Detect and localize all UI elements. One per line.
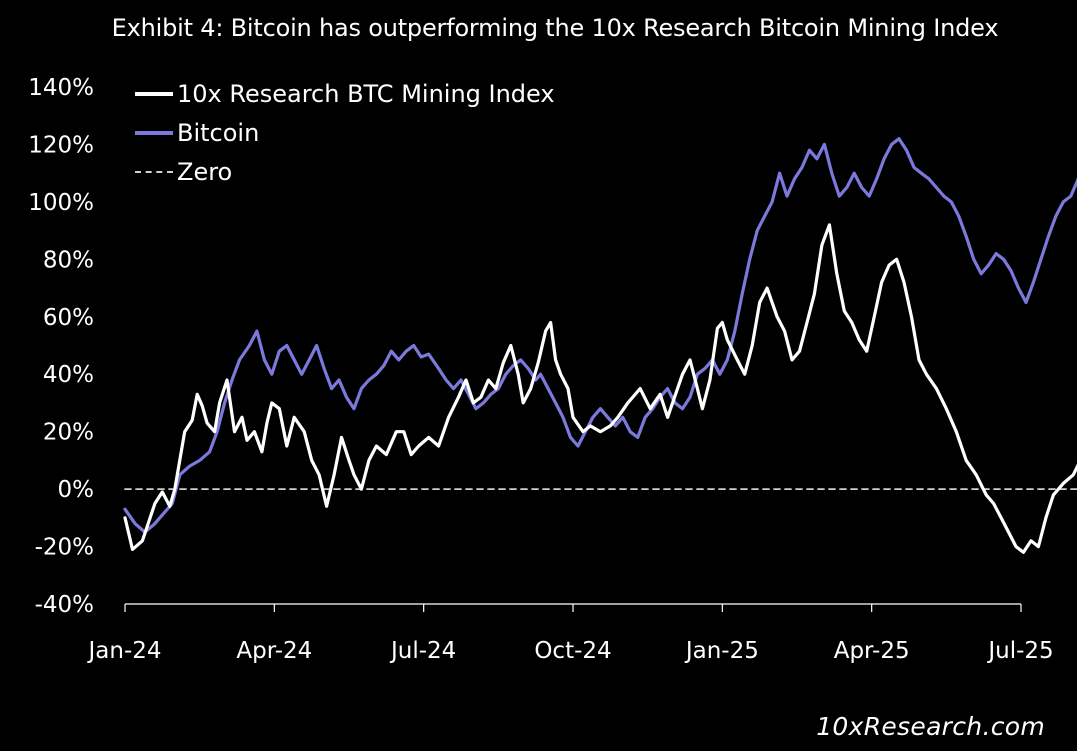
x-tick-label: Jul-24 <box>389 638 456 664</box>
legend: 10x Research BTC Mining Index Bitcoin Ze… <box>135 74 555 191</box>
y-tick-label: 0% <box>58 477 95 503</box>
legend-item-bitcoin[interactable]: Bitcoin <box>135 113 555 152</box>
legend-item-zero[interactable]: Zero <box>135 152 555 191</box>
x-tick-label: Jan-25 <box>684 638 759 664</box>
x-tick-label: Apr-24 <box>236 638 312 664</box>
y-tick-label: 140% <box>28 75 94 101</box>
x-axis: Jan-24 Apr-24 Jul-24 Oct-24 Jan-25 Apr-25 Jul-… <box>86 603 1054 664</box>
legend-label-mining-index: 10x Research BTC Mining Index <box>177 79 555 108</box>
legend-swatch-zero <box>135 170 173 173</box>
bitcoin-series-line <box>123 137 1077 534</box>
y-tick-label: 60% <box>43 305 94 331</box>
legend-swatch-mining-index <box>135 91 173 96</box>
legend-label-zero: Zero <box>177 157 233 186</box>
y-tick-label: -40% <box>35 592 94 618</box>
y-tick-label: 20% <box>43 420 94 446</box>
y-tick-label: 80% <box>43 247 94 273</box>
legend-item-mining-index[interactable]: 10x Research BTC Mining Index <box>135 74 555 113</box>
y-tick-label: 120% <box>28 132 94 158</box>
x-tick-label: Apr-25 <box>834 638 910 664</box>
y-tick-label: 100% <box>28 190 94 216</box>
chart-title: Exhibit 4: Bitcoin has outperforming the… <box>111 14 999 42</box>
x-tick-label: Jul-25 <box>986 638 1053 664</box>
x-tick-label: Jan-24 <box>86 638 161 664</box>
legend-label-bitcoin: Bitcoin <box>177 118 260 147</box>
x-tick-label: Oct-24 <box>534 638 611 664</box>
mining-index-series-line <box>123 223 1077 554</box>
y-axis: -40% -20% 0% 20% 40% 60% 80% 100% 120% 140% <box>28 75 94 618</box>
y-tick-label: 40% <box>43 362 94 388</box>
y-tick-label: -20% <box>35 535 94 561</box>
legend-swatch-bitcoin <box>135 130 173 135</box>
series-layer <box>123 137 1077 554</box>
watermark: 10xResearch.com <box>816 712 1045 741</box>
